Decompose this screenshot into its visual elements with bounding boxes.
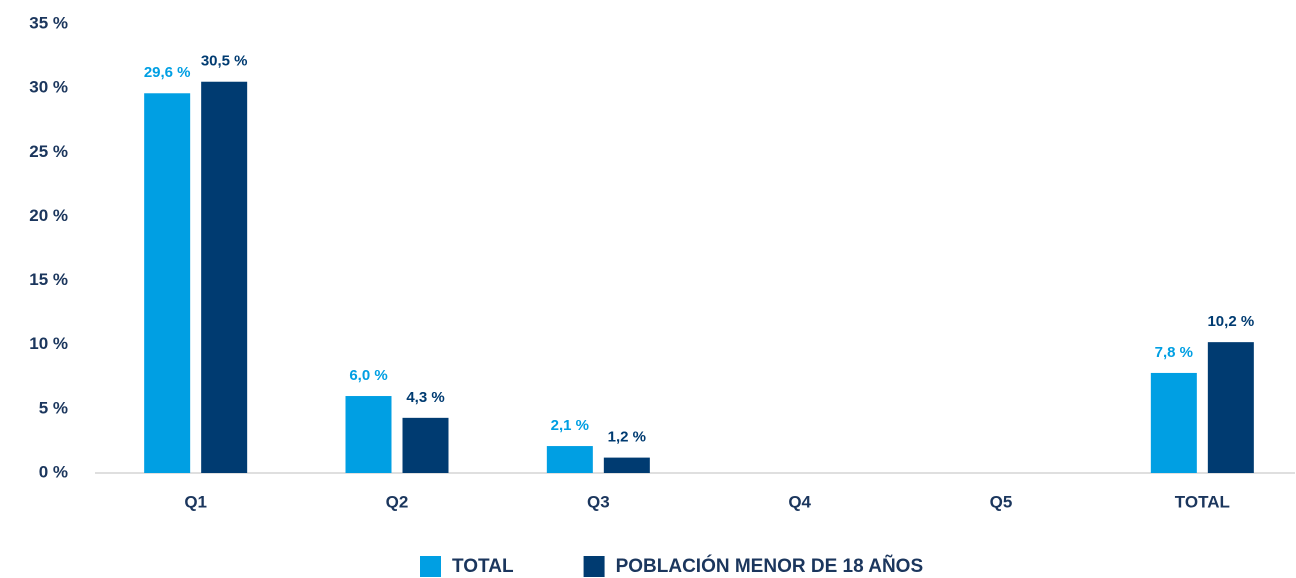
x-tick-label: Q2 (386, 492, 409, 511)
legend-swatch (583, 556, 605, 577)
y-tick-label: 10 % (29, 334, 68, 353)
x-tick-label: TOTAL (1175, 492, 1230, 511)
legend-swatch (420, 556, 441, 577)
value-label: 30,5 % (201, 53, 248, 70)
x-tick-label: Q4 (788, 492, 811, 511)
value-label: 4,3 % (406, 389, 444, 406)
y-tick-label: 25 % (29, 142, 68, 161)
value-label: 1,2 % (608, 429, 646, 446)
bar (201, 81, 248, 473)
bar (402, 417, 449, 473)
x-tick-label: Q1 (184, 492, 207, 511)
bar (1207, 342, 1254, 473)
value-label: 7,8 % (1155, 344, 1193, 361)
bar (546, 446, 593, 473)
bar (603, 457, 650, 473)
y-tick-label: 5 % (39, 398, 68, 417)
bar (345, 396, 392, 473)
y-tick-label: 0 % (39, 462, 68, 481)
value-label: 10,2 % (1207, 313, 1254, 330)
bar (1150, 372, 1197, 473)
value-label: 2,1 % (551, 417, 589, 434)
y-tick-label: 35 % (29, 13, 68, 32)
value-label: 29,6 % (144, 64, 191, 81)
y-tick-label: 20 % (29, 206, 68, 225)
y-tick-label: 15 % (29, 270, 68, 289)
value-label: 6,0 % (349, 367, 387, 384)
y-tick-label: 30 % (29, 78, 68, 97)
x-tick-label: Q3 (587, 492, 610, 511)
bar (144, 93, 191, 473)
x-tick-label: Q5 (990, 492, 1013, 511)
legend-label: TOTAL (452, 556, 514, 577)
legend-label: POBLACIÓN MENOR DE 18 AÑOS (616, 555, 924, 577)
